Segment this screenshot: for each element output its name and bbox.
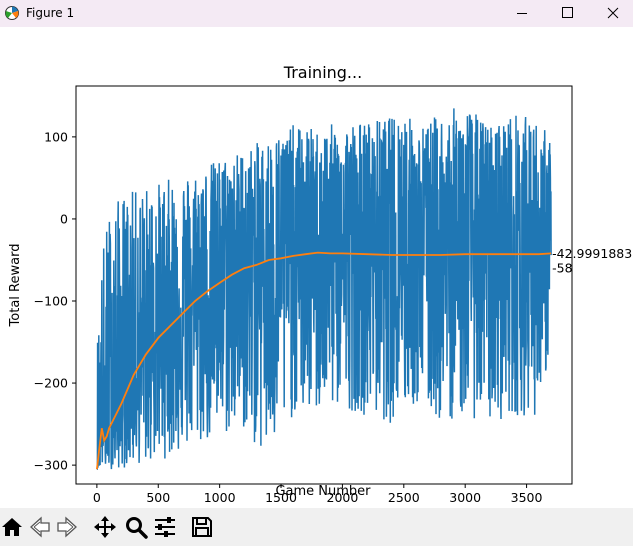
x-axis-ticks: 0 500 1000 1500 2000 2500 3000 3500	[93, 484, 543, 505]
figure-icon	[4, 5, 20, 25]
save-button[interactable]	[190, 515, 214, 539]
figure-canvas[interactable]: 0 500 1000 1500 2000 2500 3000 3500 −300 −200 −10…	[0, 27, 633, 508]
y-tick-label: −300	[34, 458, 68, 473]
back-button[interactable]	[28, 515, 52, 539]
home-icon	[2, 518, 22, 536]
value-annotation: -58	[552, 261, 572, 276]
y-tick-label: 100	[44, 129, 68, 144]
forward-arrow-icon	[57, 516, 77, 538]
y-axis-ticks: −300 −200 −100 0 100	[34, 129, 76, 473]
x-tick-label: 0	[93, 490, 101, 505]
mean-reward-line	[96, 251, 552, 470]
home-button[interactable]	[0, 515, 24, 539]
x-tick-label: 1000	[204, 490, 236, 505]
window-title: Figure 1	[26, 6, 75, 20]
mean-reward-series	[96, 251, 552, 470]
y-tick-label: −100	[34, 294, 68, 309]
move-icon	[94, 516, 116, 538]
title-bar: Figure 1	[0, 0, 633, 27]
forward-button[interactable]	[55, 515, 79, 539]
maximize-icon	[562, 7, 573, 18]
chart-title: Training...	[283, 63, 362, 82]
maximize-button[interactable]	[544, 0, 590, 27]
pan-button[interactable]	[93, 515, 117, 539]
magnifier-icon	[126, 517, 148, 539]
x-tick-label: 3000	[449, 490, 481, 505]
floppy-disk-icon	[192, 517, 212, 537]
raw-reward-series	[96, 108, 552, 470]
sliders-icon	[155, 517, 175, 537]
x-tick-label: 1500	[265, 490, 297, 505]
back-arrow-icon	[30, 516, 50, 538]
zoom-button[interactable]	[124, 515, 148, 539]
y-tick-label: −200	[34, 376, 68, 391]
minimize-button[interactable]	[499, 0, 545, 27]
configure-subplots-button[interactable]	[153, 515, 177, 539]
x-tick-label: 2500	[388, 490, 420, 505]
value-annotations: -42.9991883-58	[552, 246, 632, 275]
value-annotation: -42.9991883	[552, 246, 632, 261]
y-axis-label: Total Reward	[8, 244, 23, 328]
raw-reward-line	[96, 108, 552, 470]
navigation-toolbar	[0, 508, 633, 546]
line-chart: 0 500 1000 1500 2000 2500 3000 3500 −300−200−10…	[8, 63, 632, 505]
axes-frame	[75, 85, 573, 485]
x-tick-label: 3500	[511, 490, 543, 505]
x-tick-label: 2000	[327, 490, 359, 505]
close-button[interactable]	[590, 0, 633, 27]
minimize-icon	[517, 13, 527, 14]
x-tick-label: 500	[146, 490, 170, 505]
close-icon	[607, 7, 619, 19]
x-axis-label: Game Number	[275, 484, 371, 499]
y-tick-label: 0	[60, 211, 68, 226]
